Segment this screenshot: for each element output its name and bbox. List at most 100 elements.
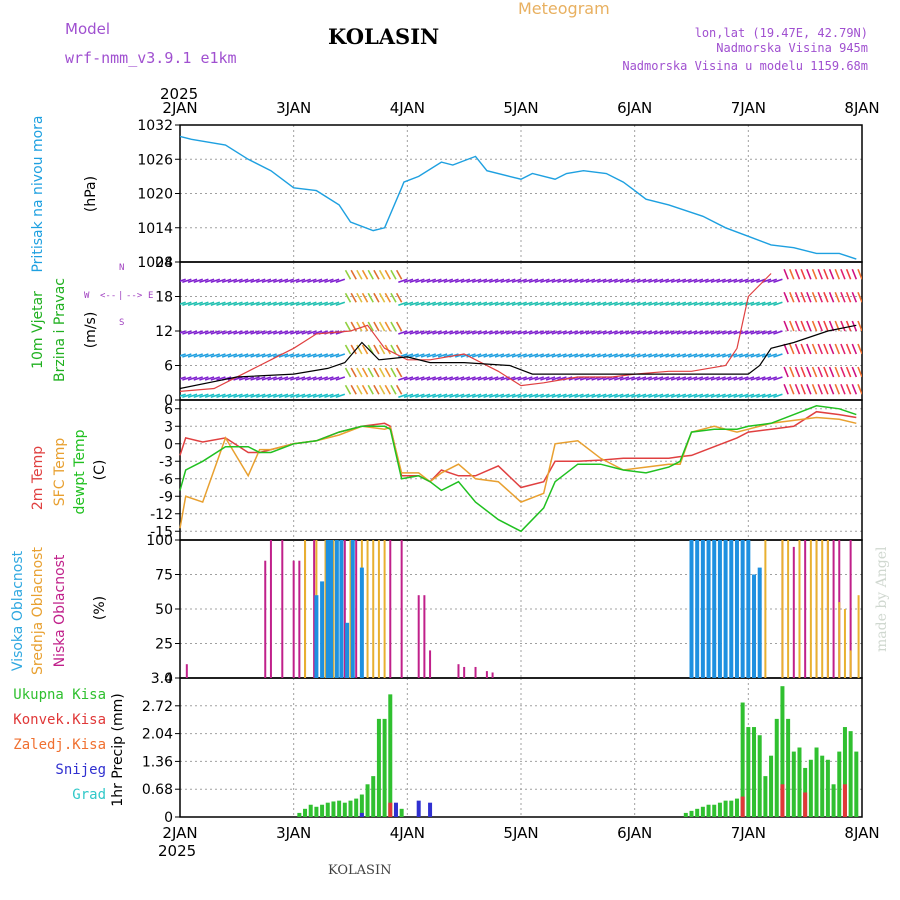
wind-barb [367, 269, 374, 280]
wind-barb [449, 301, 459, 307]
cloud-bar [359, 567, 364, 678]
cloud-bar [740, 540, 745, 678]
wind-barb [528, 353, 539, 358]
wind-barb [551, 330, 562, 335]
wind-barb [367, 367, 374, 378]
wind-barb [420, 393, 431, 399]
wind-barb [806, 320, 812, 332]
footer-station: KOLASIN [328, 863, 391, 878]
precip-bar [314, 806, 319, 817]
wind-barb [420, 376, 431, 381]
wind-barb [773, 278, 783, 284]
wind-barb [329, 376, 340, 381]
wind-barb [193, 330, 203, 335]
precip-bar [803, 792, 808, 817]
precip-bar [382, 718, 387, 817]
wind-barb [193, 301, 203, 307]
wind-barb [783, 383, 789, 395]
wind-barb [756, 301, 766, 307]
precip-bar [683, 812, 688, 817]
wind-dir-bar: | [118, 291, 123, 301]
cloud-bar [781, 540, 784, 678]
cloud-bar [372, 540, 375, 678]
cloud-bar [706, 540, 711, 678]
y-tick-label: 3 [164, 419, 173, 435]
wind-barb [596, 353, 607, 358]
wind-barb [398, 278, 408, 284]
wind-barb [210, 301, 221, 307]
wind-barb [395, 367, 403, 378]
wind-barb [210, 330, 221, 335]
wind-barb [653, 278, 664, 284]
wind-barb [840, 291, 846, 303]
wind-barb [312, 393, 323, 399]
wind-barb [250, 301, 260, 307]
wind-barb [534, 376, 544, 381]
wind-barb [403, 301, 414, 307]
wind-barb [278, 353, 289, 358]
wind-barb [373, 344, 380, 355]
wind-barb [596, 301, 607, 307]
precip-bar [842, 784, 847, 817]
wind-barb [653, 353, 664, 358]
wind-barb [409, 376, 419, 381]
wind-barb [659, 376, 670, 381]
wind-barb [193, 278, 203, 284]
cloud-bar [417, 595, 420, 678]
precip-bar [717, 802, 722, 817]
wind-barb [670, 393, 681, 399]
precip-bar [734, 798, 739, 817]
wind-barb [432, 376, 442, 381]
wind-barb [653, 301, 664, 307]
wind-barb [579, 330, 590, 335]
precip-bar [331, 801, 336, 817]
wind-barb [210, 393, 221, 399]
wind-barb [477, 376, 488, 381]
x-tick-label-bottom: 8JAN [844, 824, 879, 842]
cloud-label-low: Niska Oblacnost [52, 554, 68, 667]
wind-barb [528, 376, 539, 381]
wind-barb [744, 278, 755, 284]
wind-barb [361, 292, 369, 303]
cloud-bar [717, 540, 722, 678]
wind-barb [693, 376, 704, 381]
wind-barb [670, 330, 681, 335]
cloud-bar [485, 671, 488, 678]
wind-barb [528, 301, 539, 307]
y-tick-label: 1008 [137, 255, 173, 271]
wind-barb [670, 353, 681, 358]
wind-barb [395, 384, 403, 395]
wind-barb [716, 278, 726, 284]
wind-barb [204, 376, 215, 381]
wind-barb [739, 353, 749, 358]
wind-barb [665, 353, 675, 358]
wind-barb [187, 353, 198, 358]
wind-barb [817, 291, 823, 303]
precip-bar [348, 800, 353, 817]
wind-barb [665, 376, 675, 381]
wind-barb [828, 268, 835, 280]
wind-barb [773, 393, 783, 399]
wind-barb [676, 353, 687, 358]
wind-barb [602, 278, 613, 284]
wind-barb [384, 384, 391, 395]
wind-barb [483, 301, 493, 307]
wind-barb [261, 376, 272, 381]
cloud-bar [491, 672, 494, 678]
pressure-line [179, 135, 857, 260]
y-tick-label: 75 [155, 568, 173, 584]
wind-barb [506, 330, 516, 335]
x-tick-label-top: 8JAN [844, 99, 879, 117]
wind-barb [699, 353, 709, 358]
precip-bar [399, 808, 404, 817]
wind-barb [800, 291, 806, 303]
wind-barb [238, 353, 249, 358]
wind-barb [834, 343, 841, 355]
wind-barb [636, 353, 647, 358]
wind-barb [278, 376, 289, 381]
wind-barb [403, 393, 414, 399]
wind-barb [454, 376, 465, 381]
wind-barb [750, 278, 760, 284]
x-tick-label-bottom: 5JAN [503, 824, 538, 842]
wind-barb [789, 291, 795, 303]
